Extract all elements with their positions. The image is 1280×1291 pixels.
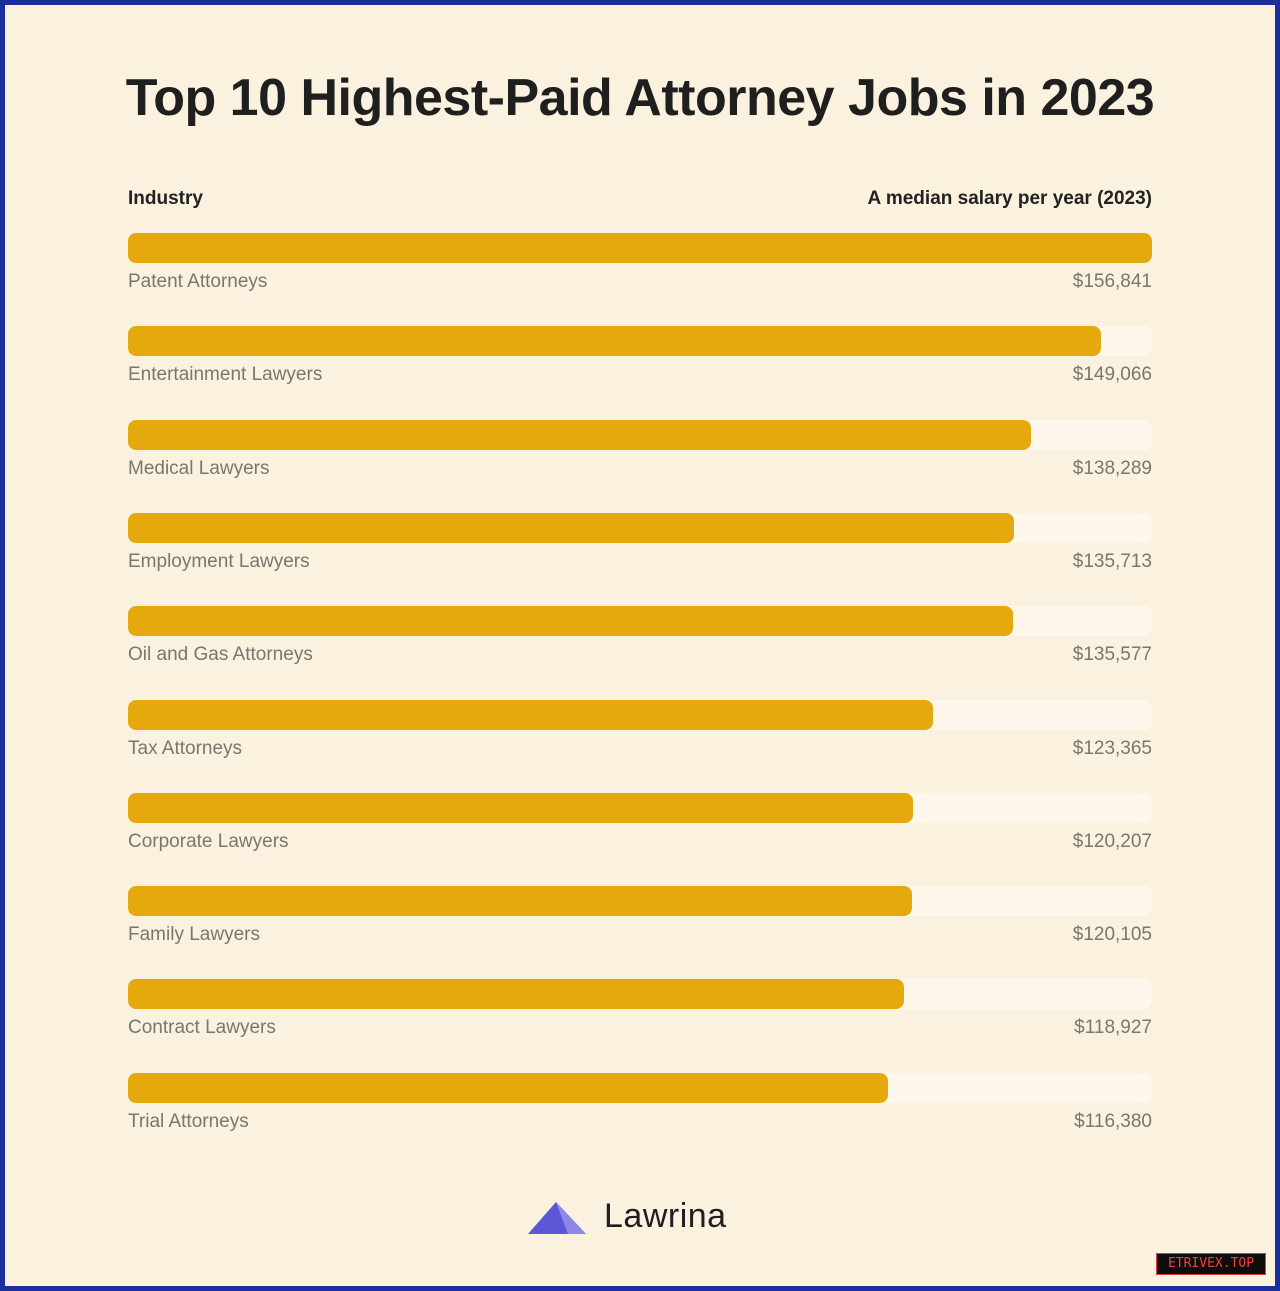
bar [128,699,934,730]
value-label: $116,380 [1074,1110,1152,1132]
watermark: ETRIVEX.TOP [1156,1253,1266,1275]
bar-row: Family Lawyers $120,105 [128,886,1152,966]
category-label: Contract Lawyers [128,1017,276,1039]
value-label: $135,713 [1072,550,1152,572]
bar-row: Contract Lawyers $118,927 [128,979,1152,1059]
category-label: Oil and Gas Attorneys [128,644,313,666]
bar-row: Trial Attorneys $116,380 [128,1072,1152,1153]
bar [128,1072,888,1103]
bar-row: Tax Attorneys $123,365 [128,699,1152,780]
value-label: $156,841 [1072,271,1152,292]
bar-row: Employment Lawyers $135,713 [128,512,1152,593]
chart-title: Top 10 Highest-Paid Attorney Jobs in 202… [125,69,1155,127]
value-label: $120,105 [1072,924,1152,946]
brand-name: Lawrina [604,1196,727,1235]
column-header-industry: Industry [128,188,203,209]
value-label: $149,066 [1072,364,1152,386]
column-header-salary: A median salary per year (2023) [867,188,1152,209]
category-label: Medical Lawyers [128,457,270,479]
bar-row: Oil and Gas Attorneys $135,577 [128,606,1152,686]
category-label: Tax Attorneys [128,737,243,759]
bar-row: Medical Lawyers $138,289 [128,419,1152,500]
bar-row: Entertainment Lawyers $149,066 [128,326,1152,406]
bar [128,419,1031,450]
value-label: $118,927 [1074,1017,1152,1039]
bar [128,606,1014,637]
category-label: Entertainment Lawyers [128,364,323,386]
category-label: Employment Lawyers [128,550,310,572]
bar [128,512,1015,543]
bar-row: Corporate Lawyers $120,207 [128,792,1152,873]
mountain-icon [528,1202,586,1234]
value-label: $138,289 [1072,457,1152,479]
category-label: Corporate Lawyers [128,830,289,852]
category-label: Family Lawyers [128,924,260,946]
bar [128,233,1152,263]
bar [128,886,913,917]
bar [128,979,905,1010]
bar [128,326,1102,357]
value-label: $135,577 [1072,644,1152,666]
category-label: Patent Attorneys [128,271,268,292]
bar [128,792,913,823]
category-label: Trial Attorneys [128,1110,249,1132]
brand-logo: Lawrina [528,1196,727,1236]
bar-row: Patent Attorneys $156,841 [128,233,1152,313]
value-label: $120,207 [1072,830,1152,852]
value-label: $123,365 [1072,737,1152,759]
